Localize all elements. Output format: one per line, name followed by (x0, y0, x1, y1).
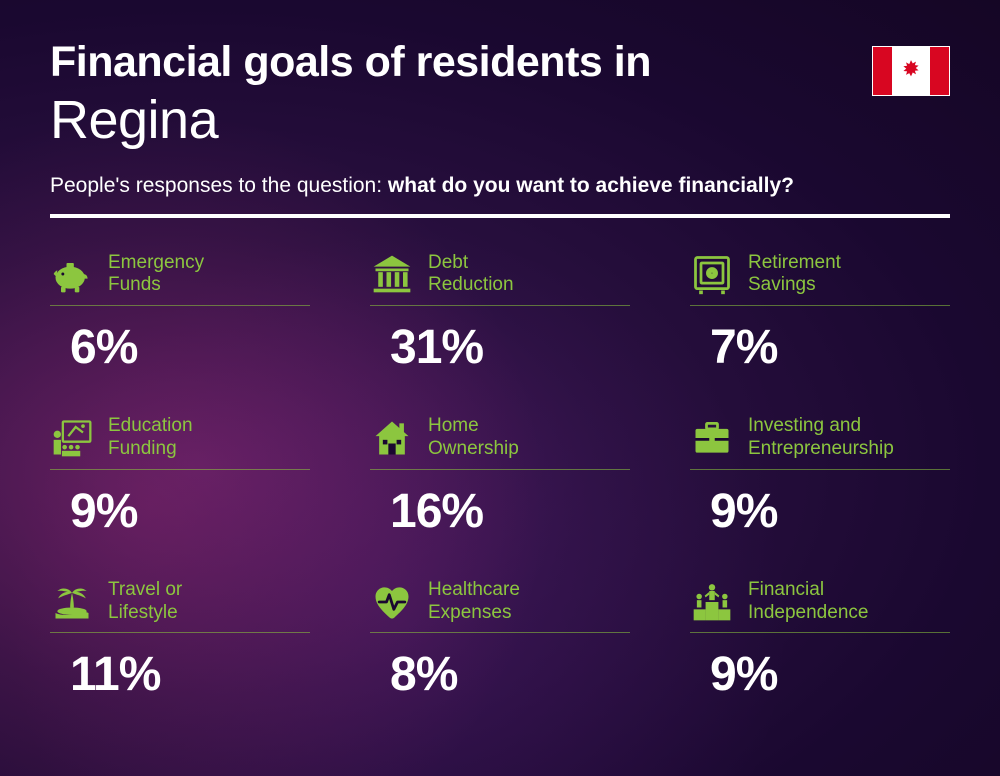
goal-head: FinancialIndependence (690, 579, 950, 634)
goal-head: EducationFunding (50, 415, 310, 470)
house-icon (370, 416, 414, 460)
goal-label: FinancialIndependence (748, 579, 868, 625)
podium-icon (690, 580, 734, 624)
goal-value: 16% (390, 484, 630, 539)
canada-flag-icon (872, 46, 950, 96)
piggy-bank-icon (50, 252, 94, 296)
goal-label: Travel orLifestyle (108, 579, 182, 625)
goal-label: EducationFunding (108, 415, 193, 461)
briefcase-icon (690, 416, 734, 460)
goal-head: DebtReduction (370, 252, 630, 307)
goal-label: Investing andEntrepreneurship (748, 415, 894, 461)
goal-value: 11% (70, 647, 310, 702)
goal-item: HealthcareExpenses 8% (370, 579, 630, 703)
goal-item: FinancialIndependence 9% (690, 579, 950, 703)
title-city: Regina (50, 89, 950, 151)
subtitle: People's responses to the question: what… (50, 174, 950, 198)
goal-value: 8% (390, 647, 630, 702)
goal-value: 7% (710, 320, 950, 375)
goal-item: HomeOwnership 16% (370, 415, 630, 539)
goal-item: Travel orLifestyle 11% (50, 579, 310, 703)
goal-label: HomeOwnership (428, 415, 519, 461)
header-divider (50, 214, 950, 218)
goal-item: EducationFunding 9% (50, 415, 310, 539)
goal-head: HomeOwnership (370, 415, 630, 470)
heart-pulse-icon (370, 580, 414, 624)
goal-item: EmergencyFunds 6% (50, 252, 310, 376)
header: Financial goals of residents in Regina P… (50, 38, 950, 218)
bank-icon (370, 252, 414, 296)
goal-head: EmergencyFunds (50, 252, 310, 307)
title-prefix: Financial goals of residents in (50, 38, 950, 87)
goal-item: DebtReduction 31% (370, 252, 630, 376)
education-icon (50, 416, 94, 460)
goal-head: RetirementSavings (690, 252, 950, 307)
goal-head: HealthcareExpenses (370, 579, 630, 634)
infographic-container: Financial goals of residents in Regina P… (0, 0, 1000, 742)
goals-grid: EmergencyFunds 6% DebtReduction 31% Reti… (50, 252, 950, 703)
goal-label: RetirementSavings (748, 252, 841, 298)
goal-value: 9% (710, 484, 950, 539)
goal-item: RetirementSavings 7% (690, 252, 950, 376)
goal-label: HealthcareExpenses (428, 579, 520, 625)
goal-head: Investing andEntrepreneurship (690, 415, 950, 470)
subtitle-question: what do you want to achieve financially? (388, 174, 794, 197)
goal-item: Investing andEntrepreneurship 9% (690, 415, 950, 539)
palm-tree-icon (50, 580, 94, 624)
goal-value: 9% (70, 484, 310, 539)
goal-label: EmergencyFunds (108, 252, 204, 298)
goal-label: DebtReduction (428, 252, 514, 298)
safe-icon (690, 252, 734, 296)
goal-value: 9% (710, 647, 950, 702)
subtitle-lead: People's responses to the question: (50, 174, 388, 197)
goal-value: 6% (70, 320, 310, 375)
goal-value: 31% (390, 320, 630, 375)
goal-head: Travel orLifestyle (50, 579, 310, 634)
